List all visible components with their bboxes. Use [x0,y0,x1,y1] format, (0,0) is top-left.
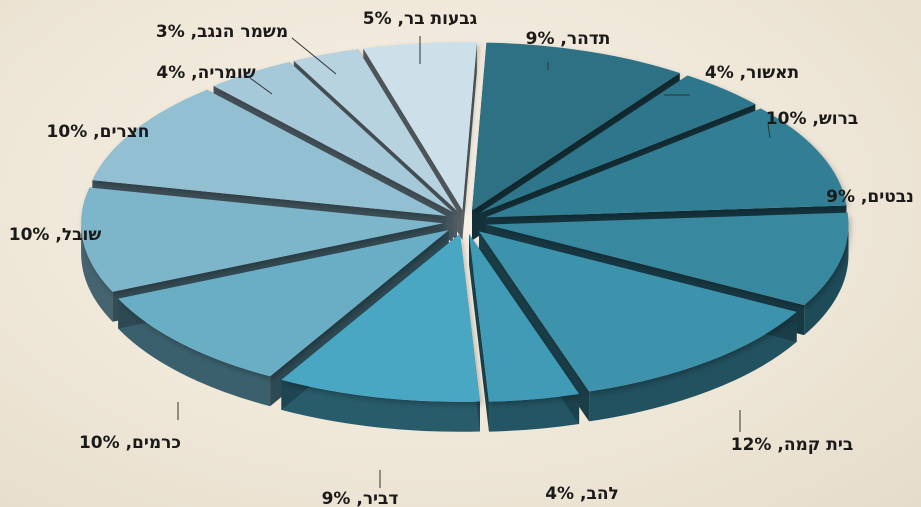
pie-slice [472,42,680,211]
slice-label: תאשור, 4% [705,63,799,83]
pie-slice [468,233,580,402]
slice-label: תדהר, 9% [526,29,611,49]
pie-slice-wall [81,223,113,322]
pie-slice [486,212,849,306]
slice-label: שובל, 10% [9,225,102,245]
pie-slice-wall [281,379,480,432]
pie-slice-wall [589,311,797,422]
pie-slice-wall [804,224,849,336]
pie-slice [363,41,477,210]
slice-label: כרמים, 10% [79,433,181,453]
slice-label: ברוש, 10% [766,109,858,129]
leader-line [249,77,273,95]
leader-line [291,37,337,75]
pie-slice [479,231,797,392]
pie-slice [281,233,480,402]
slice-label: דביר, 9% [322,489,399,507]
pie-slice-side [462,42,477,240]
pie-slice-side [468,233,489,432]
pie-slice [213,62,453,212]
slice-label: משמר הנגב, 3% [156,22,288,42]
slice-label: שומריה, 4% [156,63,255,83]
slice-label: בית קמה, 12% [731,435,853,455]
pie-slice [81,187,444,292]
pie-slice [479,75,756,214]
pie-slice [118,230,449,377]
pie-slice [485,108,847,218]
pie-slice [293,49,457,211]
pie-slice [92,89,447,216]
slice-label: גבעות בר, 5% [363,9,478,29]
leader-line [767,123,771,139]
slice-label: חצרים, 10% [47,122,150,142]
slice-label: להב, 4% [545,484,619,504]
slice-label: נבטים, 9% [826,187,914,207]
pie-slice-wall [488,393,580,432]
pie-slice-wall [118,298,271,407]
